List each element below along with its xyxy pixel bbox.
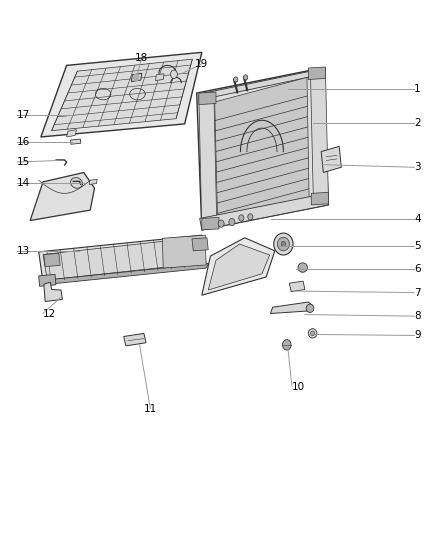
Polygon shape [321,147,341,173]
Polygon shape [308,67,325,79]
Polygon shape [44,254,60,266]
Polygon shape [39,235,206,282]
Text: 4: 4 [414,214,421,224]
Text: 11: 11 [144,403,157,414]
Ellipse shape [311,331,315,336]
Polygon shape [71,139,81,144]
Polygon shape [197,68,328,230]
Polygon shape [271,302,313,313]
Polygon shape [30,173,95,221]
Polygon shape [311,69,328,204]
Polygon shape [131,73,142,82]
Ellipse shape [281,241,286,247]
Circle shape [239,215,244,221]
Circle shape [244,75,248,80]
Polygon shape [162,235,206,268]
Text: 16: 16 [17,137,31,147]
Circle shape [218,220,224,228]
Circle shape [170,70,177,78]
Text: 2: 2 [414,118,421,128]
Polygon shape [215,77,309,226]
Ellipse shape [71,177,82,188]
Circle shape [233,77,238,82]
Polygon shape [39,274,56,286]
Polygon shape [43,238,200,280]
Text: 3: 3 [414,162,421,172]
Polygon shape [44,282,62,302]
Ellipse shape [308,329,317,338]
Text: 14: 14 [17,178,31,188]
Text: 8: 8 [414,311,421,321]
Text: 10: 10 [292,382,305,392]
Text: 6: 6 [414,264,421,274]
Text: 5: 5 [414,240,421,251]
Text: 18: 18 [135,53,148,62]
Polygon shape [199,93,217,230]
Polygon shape [89,179,97,184]
Text: 9: 9 [414,330,421,341]
Polygon shape [199,92,216,104]
Text: 13: 13 [17,246,31,256]
Polygon shape [192,238,208,251]
Circle shape [248,214,253,220]
Circle shape [134,74,139,80]
Ellipse shape [298,263,307,272]
Circle shape [283,340,291,350]
Text: 7: 7 [414,288,421,297]
Polygon shape [202,217,219,230]
Polygon shape [200,193,328,230]
Polygon shape [43,263,208,285]
Polygon shape [208,244,270,290]
Text: 1: 1 [414,84,421,94]
Ellipse shape [277,237,290,251]
Circle shape [229,219,235,226]
Polygon shape [204,69,323,98]
Polygon shape [202,238,275,295]
Polygon shape [52,59,192,131]
Polygon shape [67,130,77,137]
Text: 17: 17 [17,110,31,120]
Polygon shape [290,281,305,292]
Text: 12: 12 [43,309,56,319]
Text: 19: 19 [195,59,208,69]
Polygon shape [41,52,202,137]
Polygon shape [155,74,164,80]
Ellipse shape [306,304,314,312]
Polygon shape [124,333,146,346]
Ellipse shape [274,233,293,255]
Text: 15: 15 [17,157,31,167]
Polygon shape [311,192,328,205]
